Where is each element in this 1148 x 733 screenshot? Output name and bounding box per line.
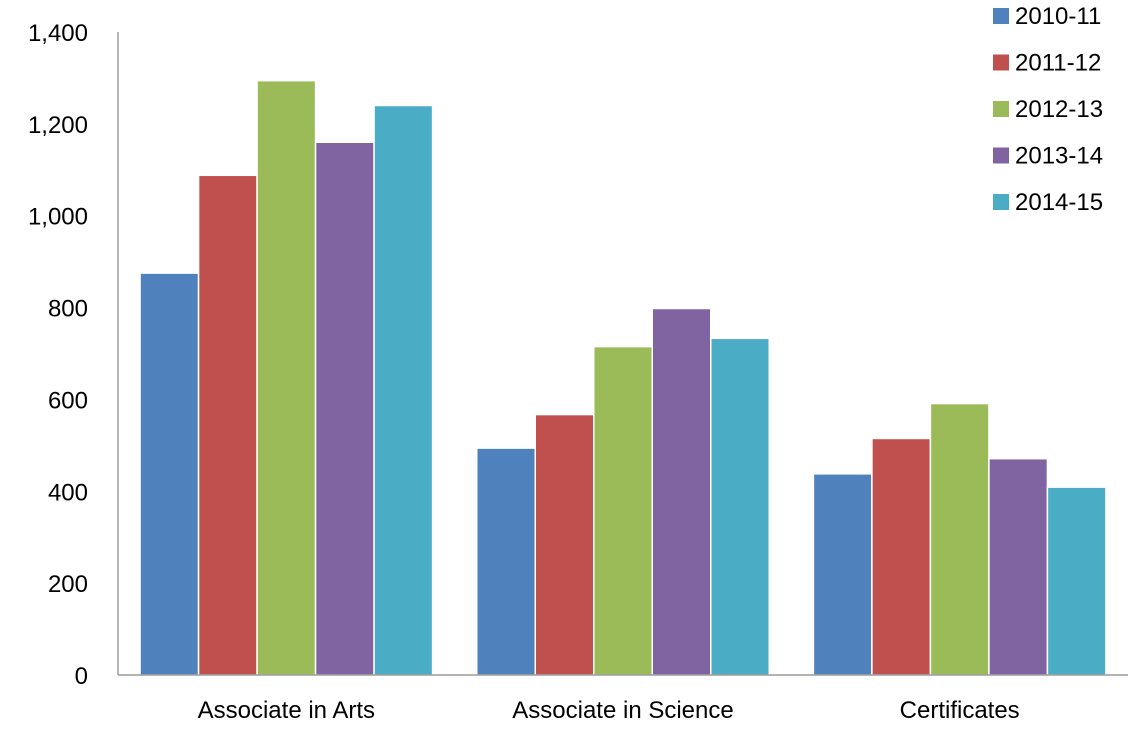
y-tick-label: 800 xyxy=(48,296,88,323)
bar-2014-15-certificates xyxy=(1046,486,1107,676)
legend-swatch-2011-12 xyxy=(993,54,1009,71)
bar-2012-13-certificates xyxy=(929,402,990,676)
y-tick-label: 0 xyxy=(75,663,88,690)
bar-2010-11-associate-in-science xyxy=(476,447,536,676)
legend-swatch-2012-13 xyxy=(993,101,1009,117)
x-tick-label: Associate in Science xyxy=(512,697,733,724)
bar-2012-13-associate-in-arts xyxy=(256,79,317,676)
bar-2014-15-associate-in-science xyxy=(710,337,770,676)
bar-2010-11-certificates xyxy=(812,473,873,676)
bar-2013-14-certificates xyxy=(988,457,1049,676)
bars-group xyxy=(139,79,1107,676)
legend-label-2014-15: 2014-15 xyxy=(1015,189,1103,216)
y-tick-label: 200 xyxy=(48,571,88,598)
bar-2011-12-associate-in-arts xyxy=(197,174,258,676)
x-tick-label: Associate in Arts xyxy=(198,697,375,724)
y-tick-label: 600 xyxy=(48,387,88,414)
x-tick-label: Certificates xyxy=(900,697,1020,724)
legend-label-2013-14: 2013-14 xyxy=(1015,143,1103,170)
bar-2014-15-associate-in-arts xyxy=(373,104,434,676)
legend-swatch-2014-15 xyxy=(993,194,1009,210)
bar-2011-12-certificates xyxy=(871,437,932,676)
bar-2012-13-associate-in-science xyxy=(593,345,653,676)
legend-label-2012-13: 2012-13 xyxy=(1015,96,1103,123)
bar-2011-12-associate-in-science xyxy=(534,413,595,676)
legend: 2010-11 2011-12 2012-13 2013-14 2014-15 xyxy=(993,3,1103,216)
y-tick-label: 1,400 xyxy=(28,20,88,47)
bar-2013-14-associate-in-arts xyxy=(314,141,375,676)
y-tick-label: 400 xyxy=(48,479,88,506)
legend-label-2010-11: 2010-11 xyxy=(1015,3,1101,30)
bar-2013-14-associate-in-science xyxy=(651,307,712,676)
bar-2010-11-associate-in-arts xyxy=(139,272,200,676)
legend-swatch-2013-14 xyxy=(993,147,1009,164)
legend-label-2011-12: 2011-12 xyxy=(1015,50,1101,77)
y-tick-label: 1,200 xyxy=(28,112,88,139)
legend-swatch-2010-11 xyxy=(993,8,1009,24)
y-tick-label: 1,000 xyxy=(28,204,88,231)
